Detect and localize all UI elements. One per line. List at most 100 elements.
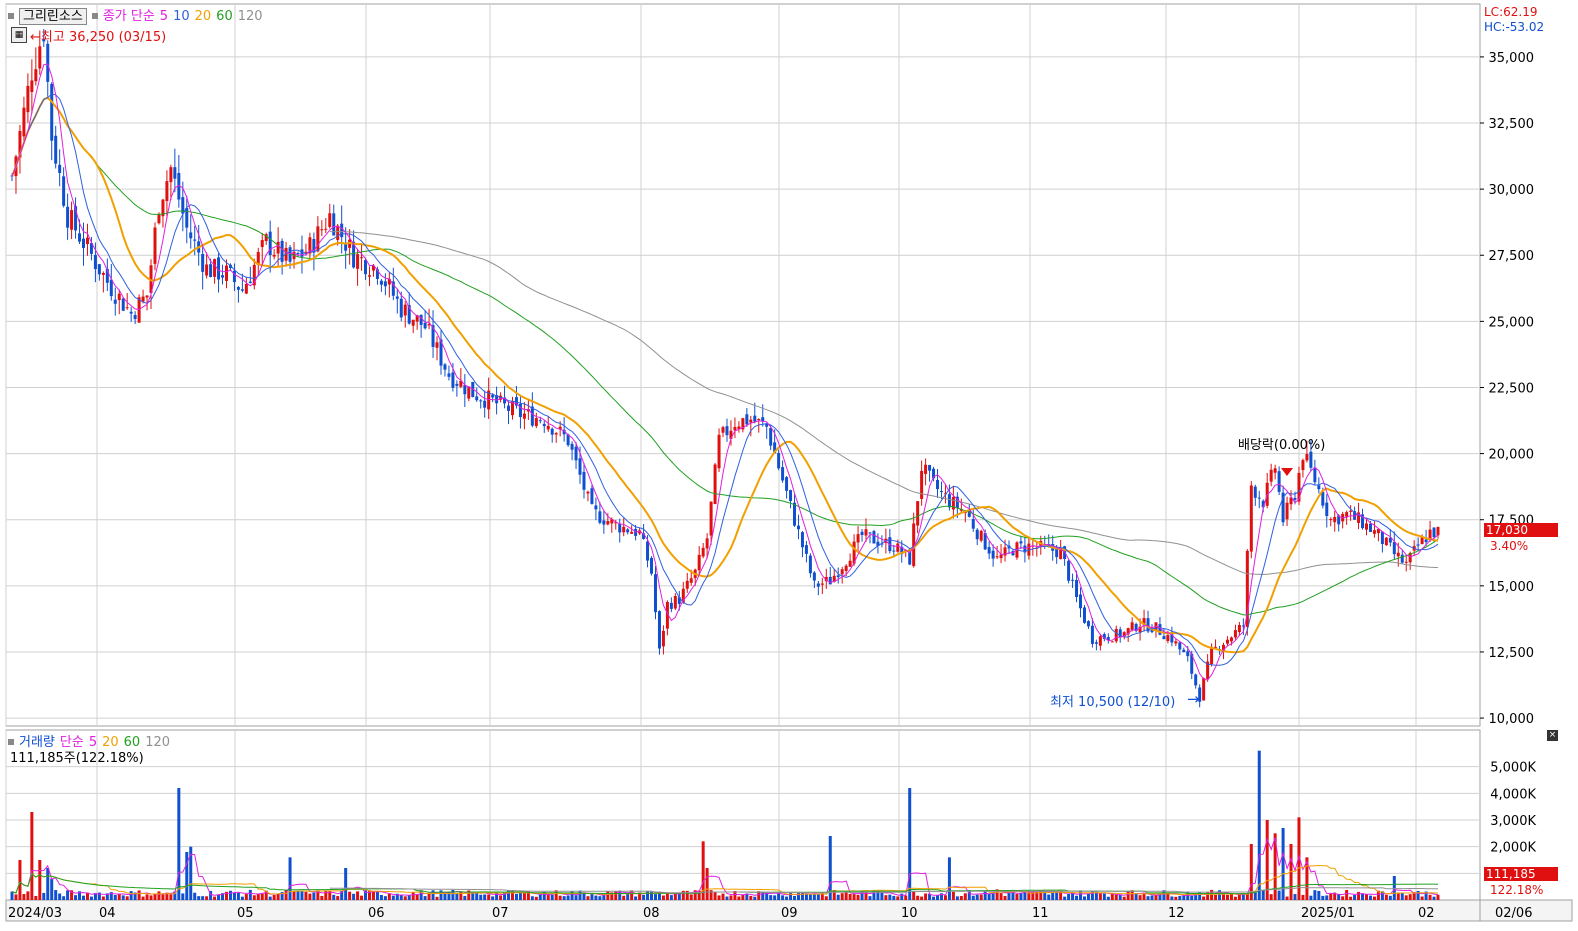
candle-body (1333, 516, 1337, 523)
candle-body (356, 254, 360, 269)
volume-bar (1241, 893, 1245, 900)
volume-bar (558, 895, 562, 900)
candle-body (534, 418, 538, 427)
price-tick-label: 12,500 (1489, 646, 1535, 661)
candle-body (101, 272, 105, 275)
stock-title[interactable]: 그리린소스 (19, 8, 87, 25)
candle-body (574, 446, 578, 461)
ma-line-10 (11, 93, 1439, 666)
volume-bar (630, 890, 634, 900)
candle-body (205, 264, 209, 276)
volume-bar (669, 895, 673, 900)
candle-body (1075, 579, 1079, 597)
ma-20[interactable]: 20 (194, 9, 212, 24)
volume-header: 거래량 단순 5 20 60 120 (8, 731, 175, 750)
calendar-icon[interactable]: ▦ (11, 27, 27, 43)
collapse-icon[interactable] (8, 13, 14, 19)
volume-title[interactable]: 거래량 (19, 735, 55, 750)
candle-body (1182, 649, 1186, 653)
candle-body (213, 259, 217, 277)
candle-body (26, 85, 30, 113)
volume-bar (185, 852, 189, 900)
candle-body (987, 547, 991, 554)
volume-bar (395, 893, 399, 900)
volume-bar (165, 892, 169, 900)
candle-body (582, 471, 586, 490)
candle-body (598, 511, 602, 523)
candle-body (562, 429, 566, 435)
volume-bar (352, 893, 356, 900)
volume-bar (491, 896, 495, 900)
volume-bar (113, 895, 117, 900)
volume-bar (840, 893, 844, 900)
candle-body (463, 385, 467, 395)
candle-body (983, 532, 987, 550)
volume-bar (1035, 891, 1039, 900)
candle-body (157, 213, 161, 224)
volume-bar (1194, 895, 1198, 900)
volume-bar (54, 890, 58, 900)
volume-bar (1126, 891, 1130, 900)
candle-body (1110, 641, 1114, 643)
candle-body (1432, 527, 1436, 538)
volume-tick-label: 3,000K (1490, 814, 1536, 829)
volume-bar (308, 893, 312, 900)
candle-body (153, 227, 157, 264)
candle-body (125, 307, 129, 309)
volume-bar (1114, 894, 1118, 900)
volume-bar (951, 891, 955, 900)
candle-body (272, 254, 276, 257)
candle-body (888, 537, 892, 552)
candle-body (1416, 544, 1420, 546)
volume-bar (42, 892, 46, 900)
volume-bar (348, 891, 352, 900)
volume-bar (105, 893, 109, 900)
volume-bar (820, 892, 824, 900)
volume-bar (197, 896, 201, 900)
candle-body (42, 39, 46, 42)
volume-bar (387, 893, 391, 900)
candle-body (403, 304, 407, 316)
volume-bar (665, 892, 669, 900)
volume-bar (201, 896, 205, 900)
ma-label[interactable]: 종가 단순 (102, 9, 155, 24)
ma-5[interactable]: 5 (159, 9, 169, 24)
volume-ma-label[interactable]: 단순 (59, 735, 84, 750)
volume-bar (133, 892, 137, 900)
vma-20[interactable]: 20 (102, 735, 119, 750)
volume-collapse-icon[interactable] (8, 739, 14, 745)
candle-body (610, 519, 614, 524)
candle-body (93, 255, 97, 270)
candle-body (149, 265, 153, 293)
ma-60[interactable]: 60 (216, 9, 233, 24)
volume-bar (487, 894, 491, 900)
volume-bar (1122, 896, 1126, 900)
vma-5[interactable]: 5 (88, 735, 98, 750)
candle-body (713, 464, 717, 505)
volume-bar (761, 891, 765, 900)
price-tick-label: 20,000 (1489, 448, 1535, 463)
volume-bar (129, 891, 133, 900)
ma-10[interactable]: 10 (173, 9, 190, 24)
close-icon[interactable]: × (1547, 730, 1558, 741)
candle-body (832, 575, 836, 582)
candle-body (1114, 628, 1118, 642)
vma-120[interactable]: 120 (145, 735, 171, 750)
vma-60[interactable]: 60 (123, 735, 141, 750)
candle-body (54, 135, 58, 164)
candle-body (753, 415, 757, 422)
volume-bar (828, 836, 832, 900)
volume-bar (439, 890, 443, 900)
candle-body (526, 409, 530, 412)
candle-body (1229, 637, 1233, 642)
candle-body (177, 173, 181, 200)
candle-body (1372, 530, 1376, 534)
candle-body (169, 167, 173, 183)
price-tick-label: 10,000 (1489, 712, 1535, 727)
volume-bar (78, 891, 82, 900)
ma-120[interactable]: 120 (237, 9, 263, 24)
volume-bar (991, 892, 995, 900)
indicator-icon[interactable] (91, 13, 98, 19)
candle-body (1400, 554, 1404, 563)
candle-body (522, 413, 526, 419)
